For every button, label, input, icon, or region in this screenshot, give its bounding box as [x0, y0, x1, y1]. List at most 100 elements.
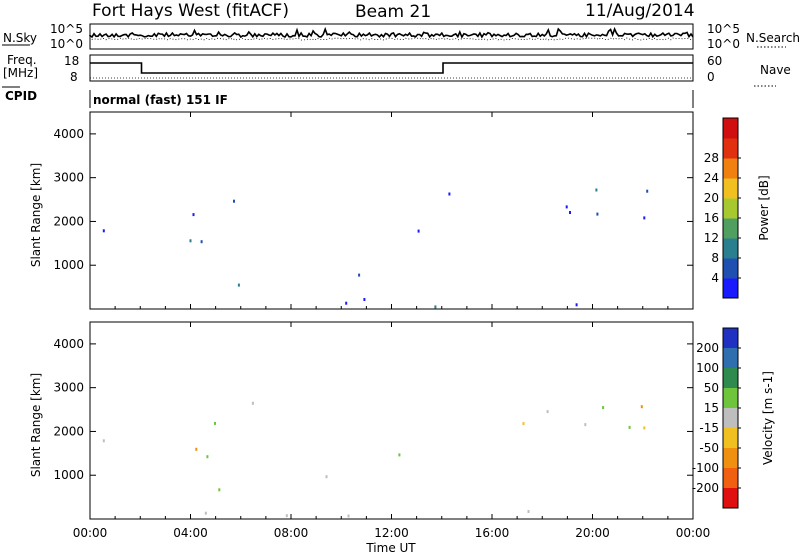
power-colorbar-label: Power [dB]: [757, 175, 771, 240]
echo-cell: [358, 273, 361, 277]
colorbar-swatch: [723, 158, 738, 179]
echo-cell: [448, 192, 451, 196]
colorbar-tick-label: -15: [699, 421, 719, 435]
echo-cell: [345, 301, 348, 305]
x-tick-label: 08:00: [274, 526, 309, 540]
echo-cell: [363, 298, 366, 301]
colorbar-tick-label: 200: [696, 341, 719, 355]
freq-line: [90, 62, 693, 74]
echo-cell: [565, 205, 568, 209]
cpid-label: CPID: [5, 89, 37, 103]
power-yticks: 1000 2000 3000 4000: [53, 127, 693, 272]
noise-panel-frame: [89, 23, 694, 50]
echo-cell: [595, 188, 598, 192]
nsky-line: [89, 26, 694, 39]
power-ylabel: Slant Range [km]: [29, 163, 43, 267]
x-tick-label: 12:00: [374, 526, 409, 540]
echo-cell: [569, 211, 571, 214]
colorbar-tick-label: 50: [704, 381, 719, 395]
echo-cell: [602, 406, 605, 410]
noise-tick-bottom-left: 10^0: [50, 37, 83, 51]
power-heatmap: [102, 188, 649, 309]
colorbar-frame: [722, 327, 739, 509]
echo-cell: [102, 439, 105, 443]
x-tick-label: 00:00: [73, 526, 108, 540]
colorbar-tick-label: 28: [704, 151, 719, 165]
echo-cell: [189, 239, 192, 243]
colorbar-swatch: [723, 178, 738, 199]
noise-tick-top-left: 10^5: [50, 22, 83, 36]
echo-cell: [596, 212, 599, 216]
echo-cell: [522, 422, 525, 426]
colorbar-tick-label: 15: [704, 401, 719, 415]
colorbar-tick-label: 20: [704, 191, 719, 205]
echo-cell: [398, 453, 401, 457]
colorbar-swatch: [723, 258, 738, 279]
y-tick-label: 2000: [53, 424, 84, 438]
colorbar-swatch: [723, 488, 738, 509]
echo-cell: [434, 305, 437, 309]
colorbar-tick-label: 8: [711, 251, 719, 265]
echo-cell: [204, 511, 207, 515]
noise-tick-bottom-right: 10^0: [707, 37, 740, 51]
colorbar-swatch: [723, 388, 738, 409]
colorbar-tick-label: -200: [692, 481, 719, 495]
colorbar-swatch: [723, 218, 738, 239]
echo-cell: [628, 425, 631, 429]
velocity-colorbar-label: Velocity [m s-1]: [761, 371, 775, 465]
site-title: Fort Hays West (fitACF): [92, 1, 289, 21]
colorbar-swatch: [723, 238, 738, 259]
noise-tick-top-right: 10^5: [707, 22, 740, 36]
colorbar-swatch: [723, 278, 738, 299]
nsearch-label: N.Search: [746, 31, 800, 45]
colorbar-swatch: [723, 328, 738, 349]
nave-tick-top: 60: [707, 54, 722, 68]
time-axis-ticks: 00:00 04:00 08:00 12:00 16:00 20:00 00:00: [73, 112, 711, 540]
colorbar-swatch: [723, 118, 738, 139]
colorbar-frame: [722, 117, 739, 299]
y-tick-label: 3000: [53, 171, 84, 185]
colorbar-tick-label: 24: [704, 171, 719, 185]
velocity-panel-frame: [89, 321, 694, 520]
colorbar-tick-label: 4: [711, 271, 719, 285]
colorbar-swatch: [723, 428, 738, 449]
nave-tick-bottom: 0: [707, 70, 715, 84]
colorbar-swatch: [723, 198, 738, 219]
freq-trace: [90, 62, 693, 79]
nsky-label: N.Sky: [3, 31, 37, 45]
echo-cell: [102, 229, 105, 233]
echo-cell: [237, 283, 240, 287]
power-colorbar: 4 8 12 16 20 24 28: [704, 117, 741, 299]
colorbar-swatch: [723, 348, 738, 369]
echo-cell: [646, 189, 649, 193]
x-tick-label: 20:00: [575, 526, 610, 540]
x-tick-label: 00:00: [676, 526, 711, 540]
y-tick-label: 4000: [53, 127, 84, 141]
velocity-yticks: 1000 2000 3000 4000: [53, 337, 693, 482]
x-tick-label: 16:00: [475, 526, 510, 540]
echo-cell: [214, 421, 216, 425]
echo-cell: [347, 514, 350, 518]
nave-label: Nave: [760, 63, 791, 77]
colorbar-swatch: [723, 138, 738, 159]
echo-cell: [195, 447, 198, 451]
echo-cell: [206, 455, 209, 459]
colorbar-swatch: [723, 368, 738, 389]
echo-cell: [233, 199, 235, 203]
colorbar-tick-label: -100: [692, 461, 719, 475]
y-tick-label: 3000: [53, 381, 84, 395]
noise-trace: [89, 26, 694, 41]
echo-cell: [417, 229, 420, 233]
echo-cell: [643, 216, 646, 220]
echo-cell: [640, 405, 643, 409]
echo-cell: [200, 240, 203, 244]
y-tick-label: 1000: [53, 258, 84, 272]
freq-tick-bottom: 8: [70, 70, 78, 84]
echo-cell: [251, 401, 254, 405]
echo-cell: [218, 488, 221, 492]
freq-panel-frame: [89, 54, 694, 82]
time-axis-label: Time UT: [365, 541, 416, 554]
nsearch-line: [89, 37, 694, 41]
y-tick-label: 2000: [53, 214, 84, 228]
